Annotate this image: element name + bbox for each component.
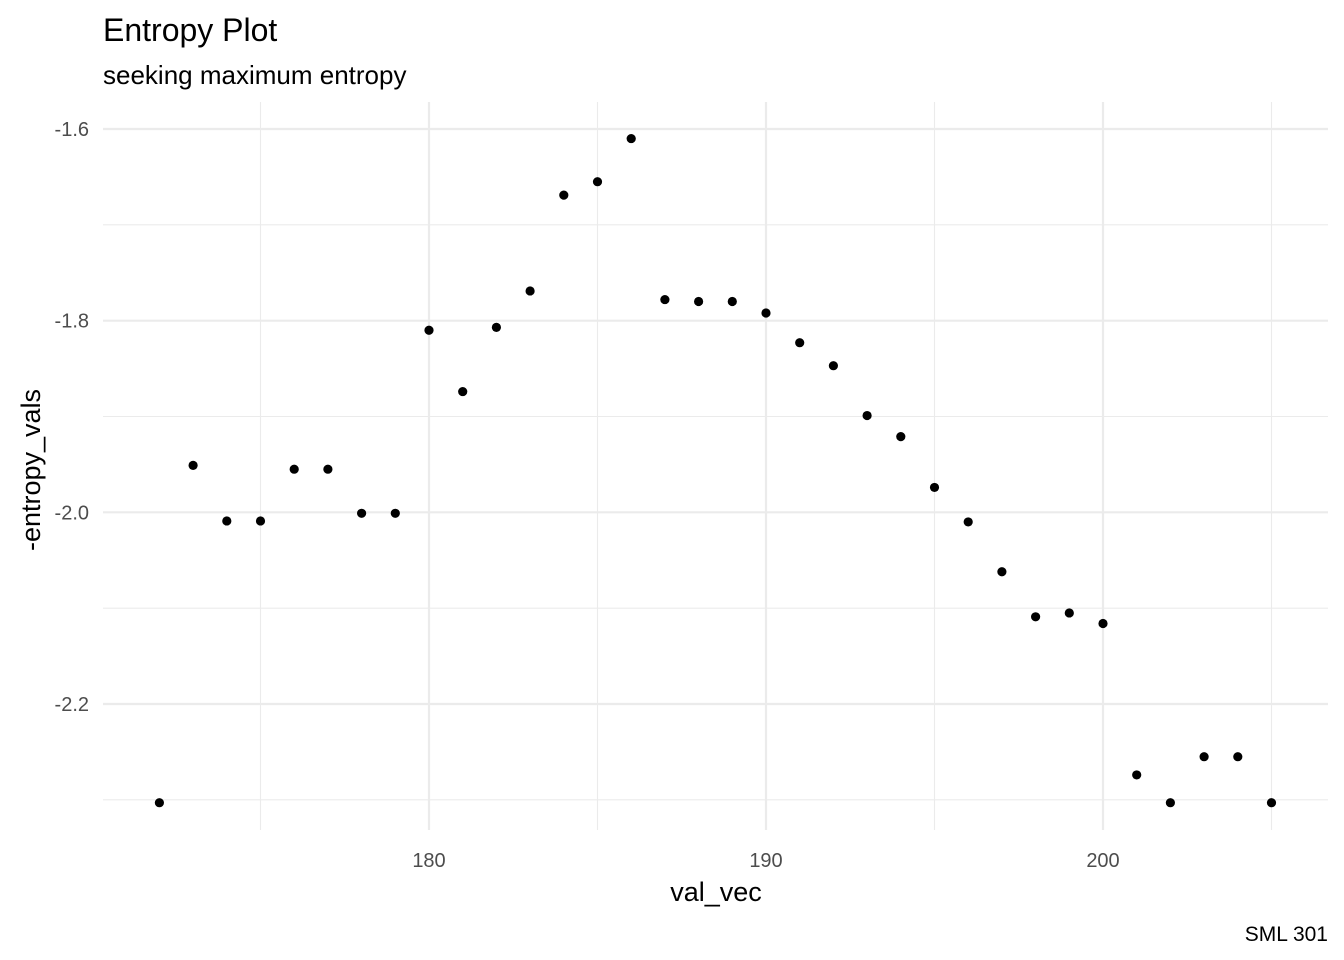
- y-tick-label: -2.0: [55, 502, 89, 524]
- y-tick-label: -1.8: [55, 311, 89, 333]
- data-point: [154, 798, 164, 808]
- data-point: [828, 361, 839, 371]
- data-point: [289, 464, 299, 474]
- data-point: [1064, 608, 1074, 618]
- data-point: [626, 133, 636, 144]
- data-point: [896, 432, 906, 442]
- x-tick-label: 180: [412, 850, 445, 872]
- chart-caption: SML 301: [1245, 923, 1328, 946]
- data-point: [963, 517, 973, 527]
- data-point: [323, 464, 333, 474]
- chart-title: Entropy Plot: [103, 12, 277, 48]
- y-tick-label: -1.6: [55, 119, 89, 141]
- data-point: [1132, 770, 1142, 780]
- data-point: [188, 460, 198, 470]
- data-point: [694, 296, 704, 307]
- data-point: [458, 386, 468, 397]
- data-point: [660, 294, 670, 305]
- data-point: [424, 325, 434, 335]
- data-point: [255, 516, 266, 526]
- data-point: [1165, 798, 1175, 808]
- data-point: [525, 286, 535, 296]
- data-point: [997, 567, 1007, 577]
- x-tick-label: 190: [749, 850, 782, 872]
- data-point: [1266, 798, 1277, 808]
- y-tick-label: -2.2: [55, 694, 89, 716]
- data-point: [862, 410, 872, 421]
- data-point: [795, 338, 805, 348]
- data-point: [592, 177, 603, 187]
- data-point: [929, 482, 940, 493]
- data-point: [491, 322, 501, 332]
- y-axis-label: -entropy_vals: [16, 389, 46, 551]
- chart-subtitle: seeking maximum entropy: [103, 60, 406, 90]
- data-point: [559, 190, 569, 200]
- point-layer: [154, 133, 1277, 808]
- x-axis-label: val_vec: [670, 877, 762, 907]
- data-point: [727, 296, 737, 307]
- x-tick-label: 200: [1086, 850, 1119, 872]
- data-point: [1233, 752, 1243, 762]
- data-point: [1199, 752, 1209, 762]
- data-point: [1098, 618, 1108, 629]
- tick-label-layer: -1.6 -1.8 -2.0 -2.2 180 190 200: [55, 119, 1120, 872]
- data-point: [222, 516, 232, 526]
- data-point: [1031, 612, 1041, 622]
- data-point: [390, 508, 400, 518]
- grid-layer: [103, 102, 1328, 830]
- data-point: [761, 308, 771, 318]
- data-point: [357, 508, 367, 518]
